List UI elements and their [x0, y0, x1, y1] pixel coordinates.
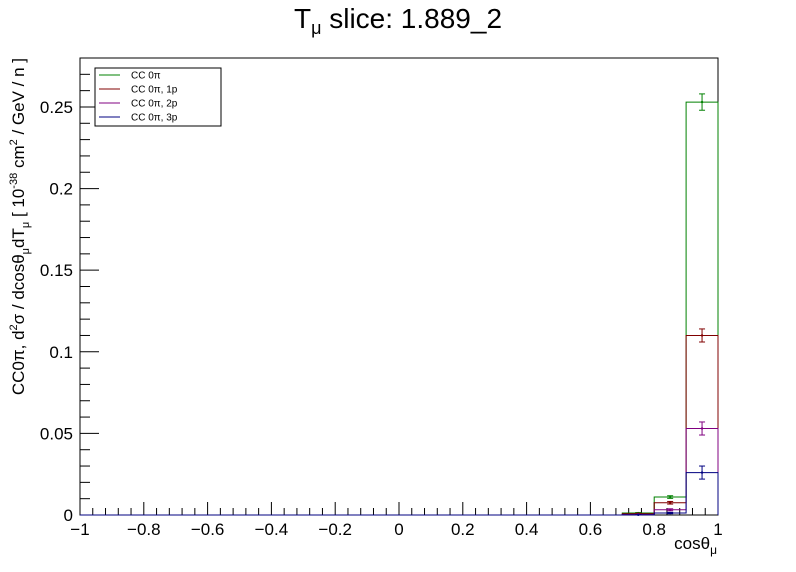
x-tick-label: 0.8: [642, 520, 666, 539]
data-point: [668, 511, 672, 515]
data-point: [668, 508, 672, 511]
y-tick-label: 0: [64, 506, 73, 525]
y-title-p3-sub: μ: [20, 222, 32, 228]
y-title-p5-sup: 2: [8, 139, 20, 145]
y-axis-title: CC0π, d2σ / dcosθμdTμ [ 10-38 cm2 / GeV …: [8, 58, 32, 395]
tick-labels: −1 −0.8 −0.6 −0.4 −0.2 0 0.2 0.4 0.6 0.8 1 0 0.05 0.1…: [40, 98, 723, 539]
series-2: [80, 421, 719, 516]
y-tick-label: 0.25: [40, 98, 73, 117]
legend-label-2: CC 0π, 2p: [131, 99, 178, 110]
y-title-p4-sup: -38: [8, 173, 20, 189]
y-tick-label: 0.1: [49, 343, 73, 362]
y-title-p2-sub: μ: [20, 248, 32, 254]
legend-box: [94, 67, 222, 127]
data-point: [668, 501, 672, 504]
x-tick-label: 0.6: [579, 520, 603, 539]
data-point: [637, 513, 640, 517]
plot-frame: [79, 57, 719, 516]
series-line: [80, 334, 719, 516]
y-title-p2: σ / dcosθ: [9, 254, 28, 324]
series-line: [80, 472, 719, 516]
series-1: [80, 328, 719, 516]
y-tick-label: 0.05: [40, 424, 73, 443]
y-title-p1: CC0π, d: [9, 330, 28, 395]
series-line: [80, 101, 719, 516]
data-point: [700, 100, 704, 104]
data-point: [700, 334, 704, 337]
series-layer: [80, 93, 719, 517]
legend-label-1: CC 0π, 1p: [131, 85, 178, 96]
y-title-p6: / GeV / n ]: [9, 58, 28, 139]
title-main: T: [294, 3, 311, 34]
x-tick-label: 0.2: [451, 520, 475, 539]
legend-label-0: CC 0π: [131, 71, 161, 82]
x-tick-label: −0.4: [255, 520, 289, 539]
x-tick-label: 0: [394, 520, 403, 539]
x-tick-label: −0.6: [191, 520, 225, 539]
x-axis-title-main: cosθ: [674, 534, 710, 553]
x-tick-label: −0.8: [127, 520, 161, 539]
x-tick-label: 1: [713, 520, 722, 539]
legend: CC 0π CC 0π, 1p CC 0π, 2p CC 0π, 3p: [94, 67, 222, 127]
y-title-p3: dT: [9, 228, 28, 248]
x-axis-title-sub: μ: [710, 543, 717, 557]
title-rest: slice: 1.889_2: [321, 3, 502, 34]
y-title-p4: [ 10: [9, 189, 28, 222]
y-title-p5: cm: [9, 145, 28, 172]
data-point: [700, 471, 704, 474]
x-tick-label: −0.2: [318, 520, 352, 539]
y-tick-label: 0.2: [49, 180, 73, 199]
chart-title: Tμ slice: 1.889_2: [294, 3, 502, 38]
axis-ticks: [79, 73, 719, 516]
series-0: [80, 93, 719, 516]
series-3: [80, 465, 719, 517]
title-sub: μ: [311, 18, 321, 38]
data-point: [668, 495, 672, 499]
y-title-p1-sup: 2: [8, 324, 20, 330]
x-tick-label: −1: [70, 520, 89, 539]
y-tick-label: 0.15: [40, 261, 73, 280]
x-tick-label: 0.4: [515, 520, 539, 539]
data-point: [700, 427, 704, 430]
legend-label-3: CC 0π, 3p: [131, 113, 178, 124]
x-axis-title: cosθμ: [674, 534, 717, 557]
